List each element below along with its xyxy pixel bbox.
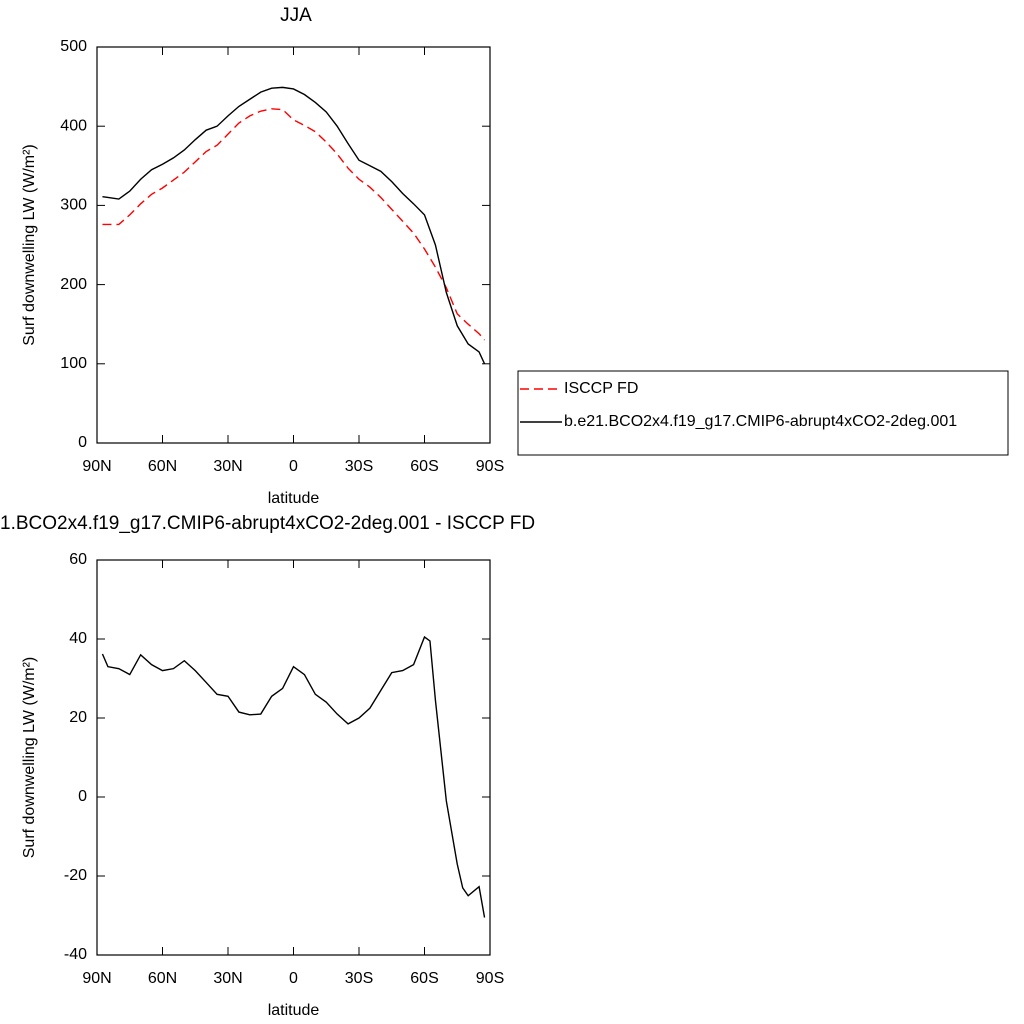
y-tick-label: 60 [69, 551, 87, 568]
x-tick-label: 60N [148, 970, 177, 987]
y-tick-label: 40 [69, 630, 87, 647]
y-tick-label: 20 [69, 709, 87, 726]
x-tick-label: 30N [213, 970, 242, 987]
x-tick-label: 0 [289, 970, 298, 987]
legend-label: ISCCP FD [564, 380, 638, 397]
x-tick-label: 90N [82, 970, 111, 987]
y-tick-label: -40 [64, 946, 87, 963]
x-tick-label: 60S [410, 970, 438, 987]
legend-label: b.e21.BCO2x4.f19_g17.CMIP6-abrupt4xCO2-2… [564, 413, 957, 430]
x-tick-label: 90S [476, 458, 504, 475]
y-tick-label: 0 [78, 788, 87, 805]
x-axis-label: latitude [268, 1002, 320, 1019]
y-axis-label: Surf downwelling LW (W/m²) [21, 144, 38, 346]
y-tick-label: -20 [64, 867, 87, 884]
data-line [102, 86, 486, 365]
x-tick-label: 60N [148, 458, 177, 475]
x-tick-label: 30S [345, 970, 373, 987]
y-tick-label: 300 [60, 197, 87, 214]
data-line [101, 635, 486, 918]
chart-title: 1.BCO2x4.f19_g17.CMIP6-abrupt4xCO2-2deg.… [0, 513, 535, 534]
plot-frame [96, 559, 491, 956]
data-line [102, 108, 486, 341]
plot-frame [96, 46, 491, 444]
x-tick-label: 30N [213, 458, 242, 475]
x-tick-label: 90N [82, 458, 111, 475]
legend-box [517, 370, 1009, 456]
y-tick-label: 100 [60, 355, 87, 372]
chart-title: JJA [280, 5, 312, 26]
y-tick-label: 500 [60, 38, 87, 55]
y-tick-label: 0 [78, 434, 87, 451]
y-tick-label: 400 [60, 117, 87, 134]
y-tick-label: 200 [60, 276, 87, 293]
x-tick-label: 30S [345, 458, 373, 475]
x-tick-label: 60S [410, 458, 438, 475]
x-tick-label: 0 [289, 458, 298, 475]
x-tick-label: 90S [476, 970, 504, 987]
y-axis-label: Surf downwelling LW (W/m²) [21, 657, 38, 859]
x-axis-label: latitude [268, 490, 320, 507]
